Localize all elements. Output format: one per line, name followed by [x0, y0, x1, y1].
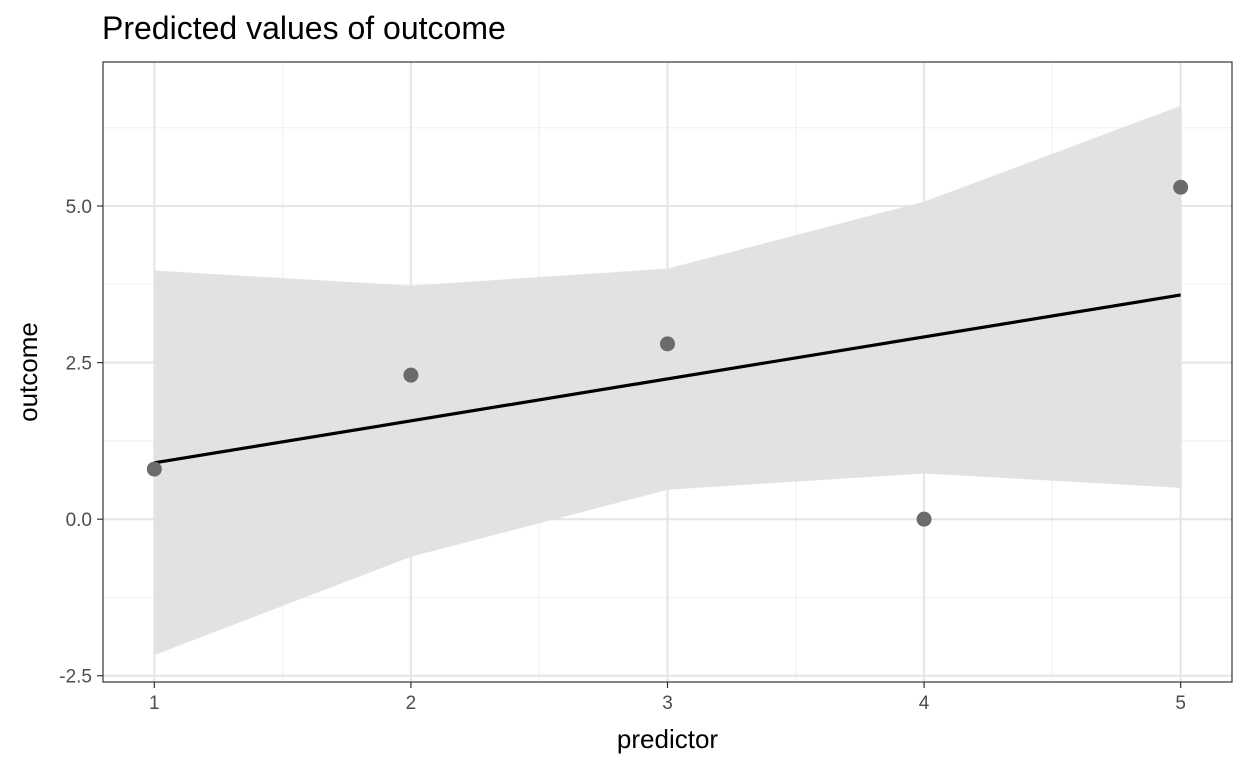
y-axis: -2.5 0.0 2.5 5.0: [59, 197, 103, 688]
data-point-1: [146, 461, 162, 477]
y-axis-title: outcome: [13, 322, 43, 422]
y-tick-label: 0.0: [66, 510, 92, 531]
x-tick-label: 2: [406, 693, 417, 714]
data-point-5: [1173, 179, 1189, 195]
data-point-2: [403, 367, 419, 383]
chart-title: Predicted values of outcome: [102, 10, 506, 46]
x-tick-label: 4: [919, 693, 930, 714]
y-tick-label: -2.5: [59, 667, 92, 688]
x-tick-label: 5: [1175, 693, 1186, 714]
fit-line: [154, 293, 1181, 465]
y-tick-label: 5.0: [66, 197, 92, 218]
data-points: [146, 179, 1189, 527]
x-tick-label: 1: [149, 693, 160, 714]
fit-line-layer: [154, 293, 1181, 465]
x-axis: 1 2 3 4 5: [149, 682, 1186, 714]
x-tick-label: 3: [662, 693, 673, 714]
data-point-4: [916, 511, 932, 527]
data-point-3: [660, 336, 675, 352]
y-tick-label: 2.5: [66, 354, 92, 375]
x-axis-title: predictor: [617, 724, 718, 754]
